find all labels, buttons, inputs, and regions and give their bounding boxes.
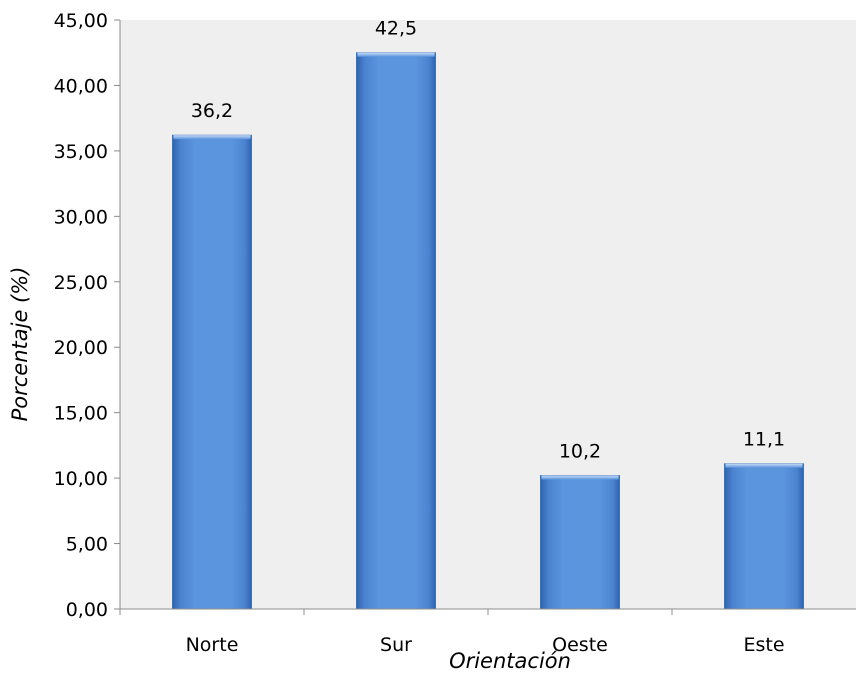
bar-highlight (173, 135, 251, 140)
y-tick-label: 0,00 (66, 599, 108, 621)
bar-oeste (540, 475, 620, 610)
bar-norte (172, 134, 252, 610)
y-axis-title: Porcentaje (%) (8, 267, 32, 422)
bar-highlight (357, 52, 435, 57)
y-ticks-group: 0,00 5,00 10,00 15,00 20,00 25,00 30,00 35,00 40… (54, 10, 120, 621)
x-tick-label: Norte (186, 634, 239, 656)
y-tick-label: 35,00 (54, 141, 108, 163)
y-tick-label: 15,00 (54, 403, 108, 425)
data-label: 42,5 (375, 18, 417, 40)
data-label: 10,2 (559, 440, 601, 462)
bars-group (172, 52, 804, 610)
bar-highlight (725, 463, 803, 468)
x-axis-title: Orientación (449, 649, 571, 673)
y-tick-label: 20,00 (54, 337, 108, 359)
y-tick-label: 40,00 (54, 75, 108, 97)
y-tick-label: 30,00 (54, 206, 108, 228)
data-labels-group: 36,2 42,5 10,2 11,1 (191, 18, 785, 463)
data-label: 11,1 (743, 429, 785, 451)
y-tick-label: 5,00 (66, 534, 108, 556)
data-label: 36,2 (191, 100, 233, 122)
bar-sur (356, 52, 436, 610)
x-tick-label: Oeste (552, 634, 608, 656)
bar-highlight (541, 475, 619, 480)
y-tick-label: 45,00 (54, 10, 108, 32)
x-ticks-group: Norte Sur Oeste Este (119, 609, 785, 656)
x-tick-label: Este (743, 634, 784, 656)
bar-este (724, 463, 804, 610)
x-tick-label: Sur (380, 634, 412, 656)
y-tick-label: 25,00 (54, 272, 108, 294)
y-tick-label: 10,00 (54, 468, 108, 490)
